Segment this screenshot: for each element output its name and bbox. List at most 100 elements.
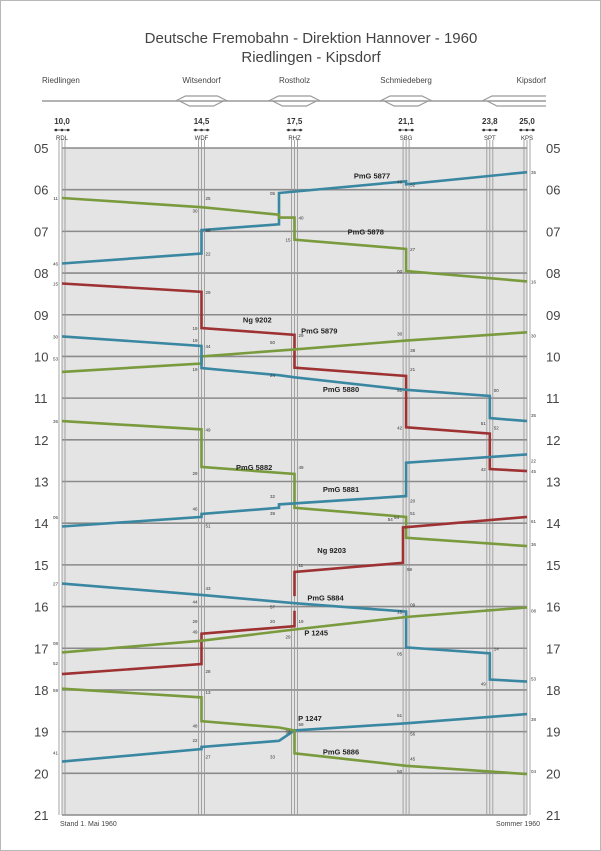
terminal-track — [486, 100, 546, 107]
train-label: PmG 5884 — [307, 593, 344, 602]
minute-label: 09 — [410, 602, 416, 607]
train-label: PmG 5881 — [323, 485, 359, 494]
station-abbr: SBG — [400, 136, 413, 142]
km-dot — [293, 128, 296, 132]
minute-label: 49 — [481, 682, 487, 687]
train-label: Ng 9202 — [243, 315, 272, 324]
train-path — [61, 687, 528, 776]
km-dot — [410, 128, 414, 132]
minute-label: 11 — [53, 196, 58, 201]
chart-title: Deutsche Fremobahn - Direktion Hannover … — [145, 30, 478, 47]
minute-label: 45 — [531, 469, 537, 474]
minute-label: 51 — [206, 523, 212, 528]
hour-label-left: 13 — [34, 475, 48, 490]
minute-label: 19 — [192, 338, 198, 343]
minute-label: 51 — [410, 511, 416, 516]
hour-label-left: 12 — [34, 433, 48, 448]
hour-label-left: 11 — [34, 391, 48, 406]
train-label: PmG 5882 — [236, 463, 272, 472]
hour-label-left: 15 — [34, 558, 48, 573]
minute-label: 28 — [206, 669, 212, 674]
train-label: PmG 5878 — [348, 228, 384, 237]
hour-label-left: 10 — [34, 349, 48, 364]
minute-label: 59 — [299, 722, 305, 727]
minute-label: 14 — [494, 646, 500, 651]
hour-label-left: 18 — [34, 683, 48, 698]
minute-label: 29 — [299, 333, 305, 338]
hour-label-right: 13 — [546, 475, 560, 490]
station-name: Riedlingen — [42, 76, 80, 85]
hour-label-left: 05 — [34, 141, 48, 156]
hour-label-left: 08 — [34, 266, 48, 281]
chart-subtitle: Riedlingen - Kipsdorf — [241, 49, 381, 66]
minute-label: 53 — [53, 357, 59, 362]
train-path — [61, 606, 528, 654]
train-path — [61, 282, 528, 473]
hour-label-right: 18 — [546, 683, 560, 698]
chart-labels: 05 05 06 06 07 07 08 08 09 09 10 10 11 11 12 12 13 13 14 14… — [34, 76, 560, 823]
minute-label: 40 — [299, 216, 305, 221]
train-path — [61, 419, 528, 548]
train-label: PmG 5877 — [354, 171, 390, 180]
hour-label-left: 16 — [34, 600, 48, 615]
hour-label-right: 19 — [546, 725, 560, 740]
km-dot — [525, 128, 529, 132]
minute-label: 29 — [285, 635, 291, 640]
minute-label: 56 — [410, 732, 416, 737]
km-dot — [482, 128, 486, 132]
minute-label: 46 — [192, 507, 198, 512]
train-path — [61, 335, 528, 423]
hour-label-left: 20 — [34, 766, 48, 781]
station-km: 21,1 — [398, 117, 414, 126]
minute-label: 19 — [192, 326, 198, 331]
minute-label: 19 — [192, 367, 198, 372]
minute-label: 36 — [531, 542, 537, 547]
minute-label: 52 — [53, 661, 59, 666]
minute-label: 46 — [53, 261, 59, 266]
train-label: P 1247 — [298, 714, 322, 723]
minute-label: 05 — [53, 515, 59, 520]
station-km: 25,0 — [519, 117, 535, 126]
minute-label: 52 — [410, 182, 416, 187]
minute-label: 57 — [270, 605, 276, 610]
siding-track — [175, 95, 228, 102]
hour-label-right: 14 — [546, 516, 560, 531]
hour-label-left: 19 — [34, 725, 48, 740]
minute-label: 25 — [206, 196, 212, 201]
minute-label: 54 — [388, 517, 394, 522]
km-dot — [404, 128, 408, 132]
minute-label: 32 — [270, 494, 276, 499]
minute-label: 29 — [192, 619, 198, 624]
minute-label: 48 — [397, 179, 403, 184]
km-dot — [494, 128, 498, 132]
minute-label: 44 — [192, 600, 198, 605]
minute-label: 41 — [53, 750, 59, 755]
minute-label: 58 — [206, 228, 212, 233]
minute-label: 51 — [481, 421, 487, 426]
train-path — [61, 170, 528, 265]
minute-label: 43 — [206, 586, 212, 591]
km-dot — [194, 128, 197, 132]
minute-label: 27 — [410, 247, 416, 252]
minute-label: 05 — [397, 651, 403, 656]
footer-right: Sommer 1960 — [496, 821, 540, 828]
minute-label: 42 — [481, 467, 487, 472]
station-abbr: RHZ — [288, 136, 301, 142]
km-dot — [531, 128, 535, 132]
hour-label-right: 21 — [546, 808, 560, 823]
minute-label: 51 — [397, 713, 403, 718]
minute-label: 29 — [192, 471, 198, 476]
minute-label: 15 — [397, 610, 403, 615]
hour-label-left: 09 — [34, 308, 48, 323]
minute-label: 35 — [53, 419, 59, 424]
minute-label: 29 — [206, 290, 212, 295]
hour-label-right: 16 — [546, 600, 560, 615]
minute-label: 45 — [410, 757, 416, 762]
terminal-track — [481, 95, 546, 102]
km-dot — [287, 128, 290, 132]
minute-label: 30 — [192, 209, 198, 214]
km-dot — [60, 128, 64, 132]
minute-label: 30 — [531, 334, 537, 339]
hour-label-right: 11 — [546, 391, 560, 406]
minute-label: 27 — [206, 755, 212, 760]
